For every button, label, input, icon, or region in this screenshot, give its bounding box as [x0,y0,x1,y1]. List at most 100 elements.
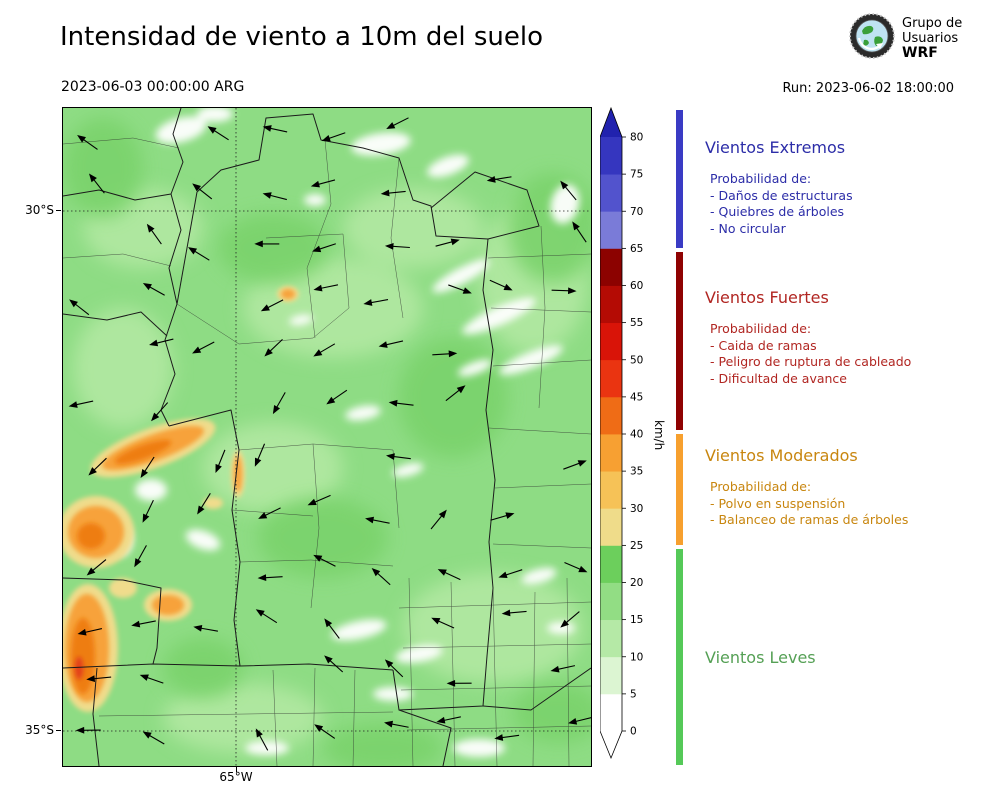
wind-arrow [313,343,336,357]
legend-section-items: Probabilidad de: - Caida de ramas - Peligr… [705,321,911,387]
legend-item: - Peligro de ruptura de cableado [710,354,912,369]
colorbar-segment [600,656,622,695]
wind-arrow [88,457,107,476]
wind-arrow [445,385,466,402]
wind-arrow [255,728,269,751]
wind-arrow [262,125,288,133]
colorbar-segment [600,359,622,398]
legend-item: - Dificultad de avance [710,370,847,386]
colorbar-tick-label: 0 [630,726,637,738]
wind-arrow-layer [68,117,591,751]
wind-arrow [207,126,229,141]
wind-arrow [564,561,588,573]
wind-map [62,107,592,767]
wind-arrow [197,493,211,515]
colorbar-segment [600,619,622,658]
lat-label-35s: 35°S [25,723,54,737]
legend-section-vientos-fuertes: Vientos Fuertes Probabilidad de: - Caida d… [705,288,911,387]
legend-item: - Polvo en suspensión [710,495,846,511]
legend-item: - Balanceo de ramas de árboles [710,512,909,527]
wind-arrow [264,338,283,357]
wind-arrow [384,720,409,728]
colorbar-tick-label: 55 [630,317,643,329]
axis-tick [56,210,61,211]
wind-arrow [501,609,527,617]
wind-arrow [551,287,577,295]
wind-arrow [151,402,169,422]
legend-section-title: Vientos Extremos [705,138,846,157]
wind-arrow [272,392,286,415]
wind-arrow [146,223,162,245]
wind-arrow [560,611,580,628]
wind-arrow [142,283,165,296]
wind-arrow [313,554,336,567]
legend-item: - No circular [710,220,786,236]
wind-arrow [192,183,213,200]
legend-section-title: Vientos Moderados [705,446,858,465]
wind-arrow [312,243,336,253]
wind-arrow [310,179,336,188]
logo-line-1: Grupo de [902,16,963,31]
wind-arrow [86,675,112,683]
legend-strip-vientos-fuertes [676,252,683,430]
colorbar-tick-label: 70 [630,206,643,218]
colorbar-tick-label: 5 [630,688,637,700]
colorbar-tick-label: 65 [630,243,643,255]
wind-arrow [193,624,219,632]
legend-item: - Quiebres de árboles [710,204,845,219]
wind-arrow [314,724,336,739]
wind-arrow [490,512,515,521]
wind-arrow [486,176,512,183]
wind-arrow [498,569,523,579]
colorbar-segment [600,248,622,286]
wind-arrow [568,716,591,725]
graticule-lines [63,108,591,766]
wind-arrow [258,507,281,519]
wind-arrow [572,221,587,243]
colorbar-tick-label: 50 [630,354,643,366]
wind-arrow [215,449,226,474]
legend-item: - Caida de ramas [710,337,817,353]
colorbar-tick-label: 30 [630,503,643,515]
colorbar-tick-label: 45 [630,391,643,403]
colorbar-tick-label: 25 [630,540,643,552]
wind-arrow [131,620,156,628]
legend-item: - Daños de estructuras [710,187,853,203]
wind-arrow [142,499,154,523]
legend-section-vientos-extremos: Vientos Extremos Probabilidad de: - Daños … [705,138,853,237]
colorbar-segment [600,211,622,249]
wrf-users-group-logo: Grupo de Usuarios WRF [849,13,962,61]
wind-arrow [388,399,414,407]
colorbar-segment [600,322,622,361]
wind-arrow [188,247,210,261]
wind-arrow [134,545,147,568]
wind-map-canvas [63,108,591,766]
wind-arrow [365,516,390,524]
lon-label-65w: 65°W [219,770,253,784]
wind-arrow [363,299,389,306]
wind-arrow [324,655,344,673]
province-borders [63,108,591,766]
colorbar-under-arrow [600,731,622,758]
colorbar-segment [600,508,622,546]
wind-arrow [448,284,472,294]
wind-arrow [321,132,346,142]
legend-section-items: Probabilidad de: - Daños de estructuras - … [705,171,853,237]
wind-arrow [489,279,513,291]
legend-item: Probabilidad de: [710,171,812,186]
colorbar-segment [600,582,622,621]
colorbar-unit-label: km/h [652,420,666,451]
colorbar-segment [600,285,622,324]
wind-arrow [436,716,461,724]
wind-arrow [435,238,460,247]
wind-arrow [262,192,287,201]
wind-arrow [494,734,520,741]
legend-item: Probabilidad de: [710,321,812,336]
wind-arrow [68,400,94,408]
wind-arrow [77,134,98,150]
legend-item: Probabilidad de: [710,479,812,494]
wind-arrow [192,341,215,354]
wind-arrow [560,180,577,201]
wind-arrow [384,243,410,250]
colorbar-tick-label: 10 [630,651,643,663]
